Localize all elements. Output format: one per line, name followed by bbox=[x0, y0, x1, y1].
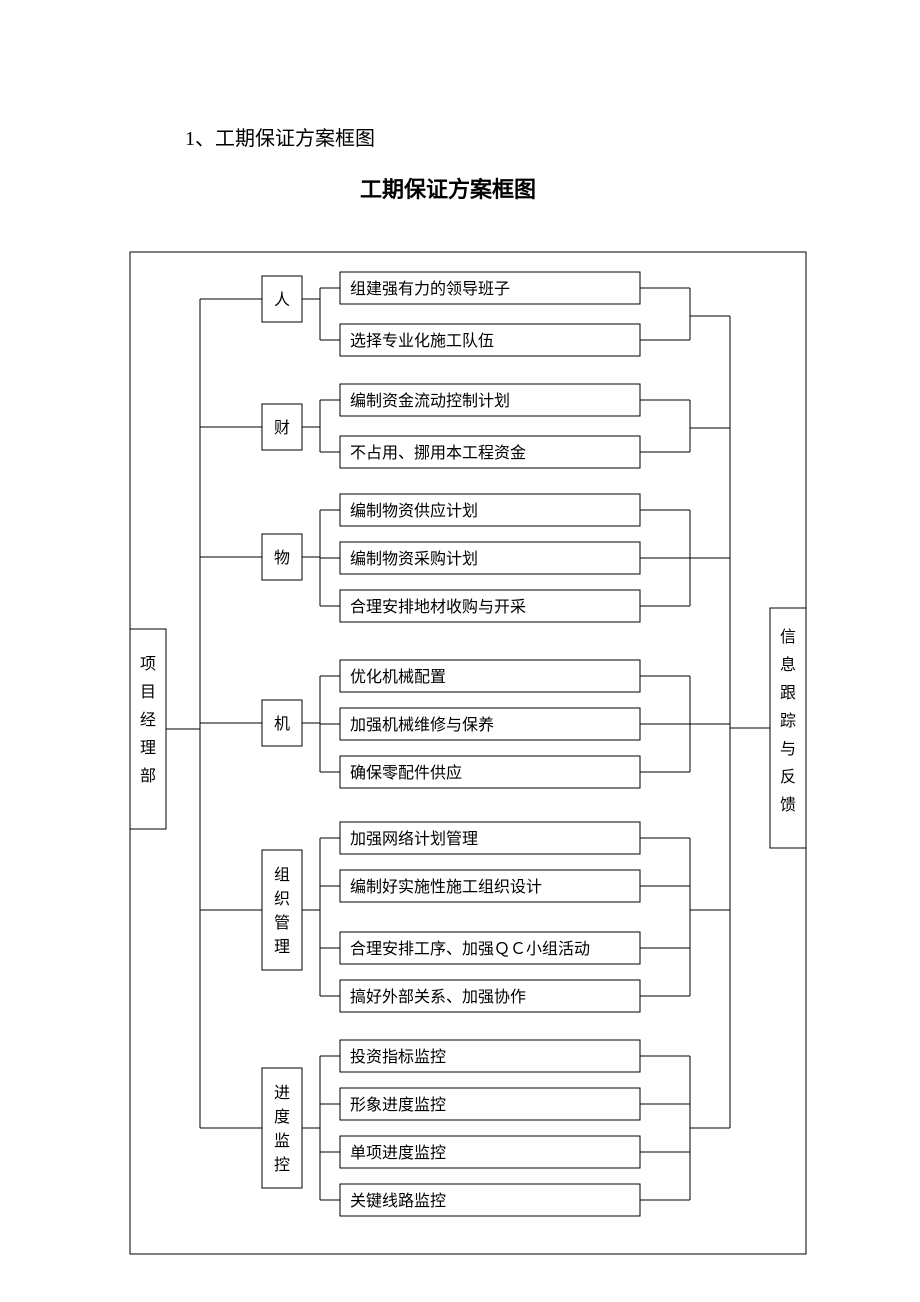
svg-text:信: 信 bbox=[780, 628, 796, 646]
svg-text:机: 机 bbox=[274, 715, 290, 733]
svg-text:投资指标监控: 投资指标监控 bbox=[350, 1048, 446, 1066]
svg-text:优化机械配置: 优化机械配置 bbox=[350, 668, 446, 686]
svg-text:不占用、挪用本工程资金: 不占用、挪用本工程资金 bbox=[350, 444, 526, 462]
svg-text:理: 理 bbox=[274, 939, 290, 956]
svg-text:单项进度监控: 单项进度监控 bbox=[350, 1144, 446, 1162]
svg-text:部: 部 bbox=[140, 767, 156, 785]
svg-text:物: 物 bbox=[274, 549, 290, 567]
svg-text:目: 目 bbox=[140, 684, 156, 701]
svg-text:经: 经 bbox=[140, 711, 156, 729]
svg-text:财: 财 bbox=[274, 419, 290, 437]
svg-text:编制资金流动控制计划: 编制资金流动控制计划 bbox=[350, 392, 510, 410]
svg-text:形象进度监控: 形象进度监控 bbox=[350, 1096, 446, 1114]
svg-text:项: 项 bbox=[140, 656, 156, 673]
svg-text:理: 理 bbox=[140, 740, 156, 757]
svg-text:搞好外部关系、加强协作: 搞好外部关系、加强协作 bbox=[350, 988, 526, 1006]
svg-text:人: 人 bbox=[274, 291, 290, 309]
svg-text:织: 织 bbox=[274, 890, 290, 908]
svg-text:踪: 踪 bbox=[780, 712, 796, 730]
svg-text:编制物资采购计划: 编制物资采购计划 bbox=[350, 550, 478, 568]
svg-text:组建强有力的领导班子: 组建强有力的领导班子 bbox=[350, 280, 510, 298]
svg-text:选择专业化施工队伍: 选择专业化施工队伍 bbox=[350, 332, 494, 350]
svg-text:反: 反 bbox=[780, 768, 796, 786]
svg-text:合理安排工序、加强ＱＣ小组活动: 合理安排工序、加强ＱＣ小组活动 bbox=[350, 940, 590, 958]
svg-text:编制物资供应计划: 编制物资供应计划 bbox=[350, 501, 478, 520]
svg-text:加强网络计划管理: 加强网络计划管理 bbox=[350, 829, 478, 848]
svg-text:确保零配件供应: 确保零配件供应 bbox=[350, 763, 462, 782]
svg-text:进: 进 bbox=[274, 1084, 290, 1102]
svg-text:跟: 跟 bbox=[780, 684, 796, 702]
svg-text:控: 控 bbox=[274, 1156, 290, 1174]
svg-text:与: 与 bbox=[780, 740, 796, 758]
svg-text:管: 管 bbox=[274, 914, 290, 932]
svg-text:加强机械维修与保养: 加强机械维修与保养 bbox=[350, 716, 494, 734]
svg-text:编制好实施性施工组织设计: 编制好实施性施工组织设计 bbox=[350, 878, 542, 896]
page: 1、工期保证方案框图 工期保证方案框图 项目经理部信息跟踪与反馈人组建强有力的领… bbox=[0, 0, 920, 1302]
svg-text:组: 组 bbox=[274, 866, 290, 884]
svg-text:关键线路监控: 关键线路监控 bbox=[350, 1192, 446, 1210]
diagram-canvas: 项目经理部信息跟踪与反馈人组建强有力的领导班子选择专业化施工队伍财编制资金流动控… bbox=[0, 0, 920, 1302]
svg-text:合理安排地材收购与开采: 合理安排地材收购与开采 bbox=[350, 598, 526, 616]
svg-text:馈: 馈 bbox=[780, 796, 796, 814]
svg-text:息: 息 bbox=[780, 656, 796, 674]
svg-text:度: 度 bbox=[274, 1108, 290, 1126]
svg-text:监: 监 bbox=[274, 1132, 290, 1150]
